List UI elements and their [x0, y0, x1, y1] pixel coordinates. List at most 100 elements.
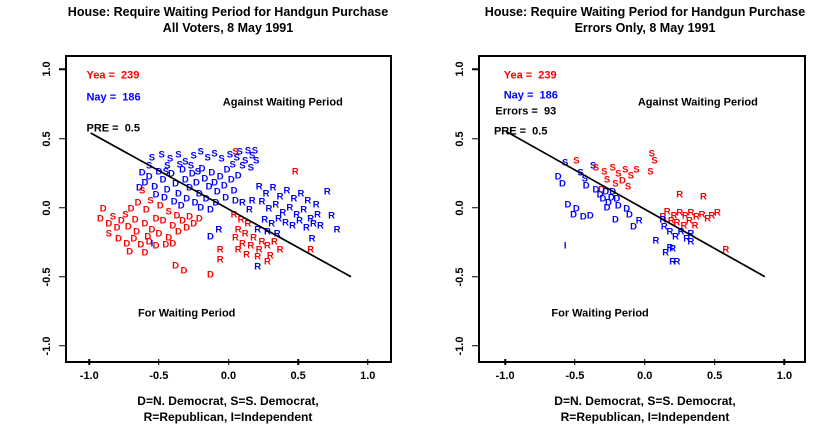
data-point: S	[651, 154, 658, 166]
data-point: S	[633, 164, 640, 176]
data-point: R	[234, 244, 242, 256]
data-point: R	[309, 218, 317, 230]
data-point: R	[216, 254, 224, 266]
data-point: D	[586, 210, 594, 222]
data-point: S	[105, 228, 112, 240]
x-tick-label: 0.5	[290, 370, 306, 382]
data-point: R	[265, 203, 273, 215]
data-point: R	[316, 219, 324, 231]
annotation: Nay = 186	[503, 89, 558, 102]
data-point: R	[700, 190, 707, 202]
data-point: D	[142, 204, 150, 216]
annotation: Errors = 93	[495, 105, 557, 118]
data-point: S	[562, 157, 569, 169]
x-tick-mark	[713, 359, 716, 365]
x-tick-label: -0.5	[565, 370, 585, 382]
x-axis-label-line2: R=Republican, I=Independent	[560, 410, 730, 424]
data-point: I	[150, 237, 154, 249]
data-point: D	[222, 192, 230, 204]
x-tick-label: 0.5	[706, 370, 723, 382]
y-tick-mark	[472, 137, 478, 140]
data-point: R	[660, 221, 668, 233]
data-point: D	[197, 201, 205, 213]
y-tick-mark	[472, 206, 478, 209]
y-tick-label: 0.5	[454, 130, 466, 147]
data-point: R	[238, 197, 246, 209]
data-point: S	[253, 154, 260, 166]
annotation: PRE = 0.5	[86, 122, 140, 135]
data-point: D	[113, 222, 121, 234]
data-point: D	[612, 214, 619, 226]
data-point: D	[227, 174, 235, 186]
data-point: R	[283, 185, 291, 197]
y-tick-mark	[472, 345, 478, 347]
y-tick-mark	[472, 275, 478, 278]
data-point: R	[683, 233, 691, 245]
y-tick-mark	[59, 345, 65, 347]
data-point: S	[244, 145, 252, 157]
data-point: R	[264, 255, 271, 267]
data-point: D	[141, 247, 149, 259]
data-point: R	[272, 199, 280, 211]
y-tick-mark	[59, 137, 65, 140]
data-point: R	[297, 188, 305, 200]
x-tick-mark	[297, 359, 299, 365]
data-point: D	[614, 200, 622, 212]
data-point: R	[254, 223, 262, 235]
annotation: For Waiting Period	[138, 307, 236, 320]
data-point: D	[162, 239, 170, 251]
y-tick-mark	[59, 68, 65, 71]
data-point: S	[573, 154, 580, 166]
data-point: S	[232, 146, 239, 158]
x-tick-mark	[504, 359, 506, 365]
data-point: D	[180, 265, 188, 277]
data-point: D	[141, 218, 149, 230]
data-point: R	[254, 261, 262, 273]
data-point: D	[152, 212, 160, 224]
data-point: R	[291, 165, 299, 177]
y-tick-label: 0.0	[41, 199, 53, 216]
x-tick-label: -1.0	[79, 370, 99, 382]
data-point: D	[96, 212, 104, 224]
data-point: D	[232, 194, 239, 206]
annotation: PRE = 0.5	[493, 125, 548, 138]
data-point: D	[172, 259, 180, 271]
data-point: R	[308, 233, 316, 245]
data-point: R	[248, 194, 256, 206]
data-point: R	[245, 204, 253, 216]
data-point: D	[134, 197, 142, 209]
data-point: D	[570, 208, 577, 220]
x-tick-mark	[574, 359, 576, 365]
x-axis-label-line2: R=Republican, I=Independent	[143, 410, 313, 424]
data-point: R	[215, 223, 223, 235]
y-tick-label: -0.5	[454, 267, 466, 287]
data-point: R	[722, 244, 730, 256]
data-point: R	[635, 215, 643, 227]
y-tick-mark	[472, 68, 478, 71]
data-point: S	[139, 185, 146, 197]
data-point: R	[269, 182, 277, 194]
data-point: D	[127, 203, 135, 215]
plot-subtitle: All Voters, 8 May 1991	[162, 21, 294, 35]
annotation: Yea = 239	[503, 69, 557, 82]
data-point: R	[669, 255, 677, 267]
data-point: R	[258, 196, 266, 208]
y-tick-label: 1.0	[454, 61, 466, 78]
data-point: D	[183, 222, 191, 234]
data-point: D	[156, 200, 164, 212]
annotation: For Waiting Period	[551, 307, 649, 320]
data-point: R	[276, 244, 284, 256]
plot-area: -1.0 -1.0 -0.5 -0.5 0.0 0.0 0.5 0.5 1.0 1.0 S S S S S S…	[454, 55, 806, 382]
data-point: D	[213, 186, 221, 198]
plot-area: -1.0 -1.0 -0.5 -0.5 0.0 0.0 0.5 0.5 1.0 1.0 S S S S S S…	[41, 55, 392, 382]
data-point: R	[307, 244, 315, 256]
data-point: D	[126, 246, 134, 258]
data-point: R	[273, 228, 281, 240]
data-point: R	[303, 222, 310, 234]
data-point: R	[669, 243, 677, 255]
x-axis-label: D=N. Democrat, S=S. Democrat, R=Republic…	[453, 393, 832, 425]
data-point: D	[124, 221, 132, 233]
plot-title: House: Require Waiting Period for Handgu…	[484, 5, 806, 19]
x-tick-mark	[366, 359, 369, 365]
